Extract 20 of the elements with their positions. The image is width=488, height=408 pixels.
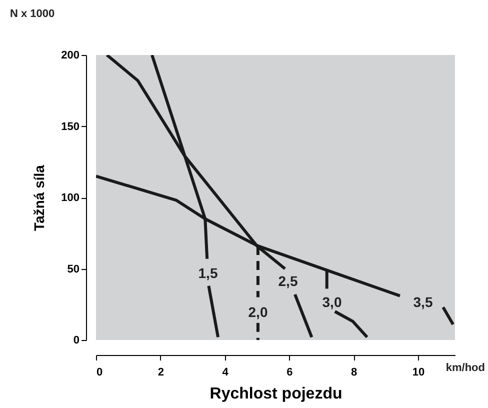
annotation: 2,0 xyxy=(248,304,268,320)
x-tick-label: 10 xyxy=(412,366,425,378)
x-tick-label: 4 xyxy=(222,366,230,378)
x-tick-label: 2 xyxy=(158,366,164,378)
text: N x 1000 xyxy=(10,8,55,20)
x-tick-label: 6 xyxy=(286,366,293,378)
y-axis-title: Tažná síla xyxy=(31,164,48,231)
annotation: 1,5 xyxy=(198,265,218,281)
annotation: 3,0 xyxy=(322,294,342,310)
text: km/hod xyxy=(446,362,485,374)
y-tick-label: 150 xyxy=(61,120,80,133)
x-tick-label: 8 xyxy=(351,366,358,378)
annotation: 2,5 xyxy=(278,273,298,289)
annotation: 3,5 xyxy=(413,294,433,310)
y-tick-label: 200 xyxy=(61,50,80,62)
x-axis-title: Rychlost pojezdu xyxy=(210,386,342,402)
y-tick-label: 0 xyxy=(73,334,80,346)
y-tick-label: 50 xyxy=(67,263,80,276)
y-tick-label: 100 xyxy=(61,192,80,204)
x-tick-label: 0 xyxy=(96,366,103,378)
